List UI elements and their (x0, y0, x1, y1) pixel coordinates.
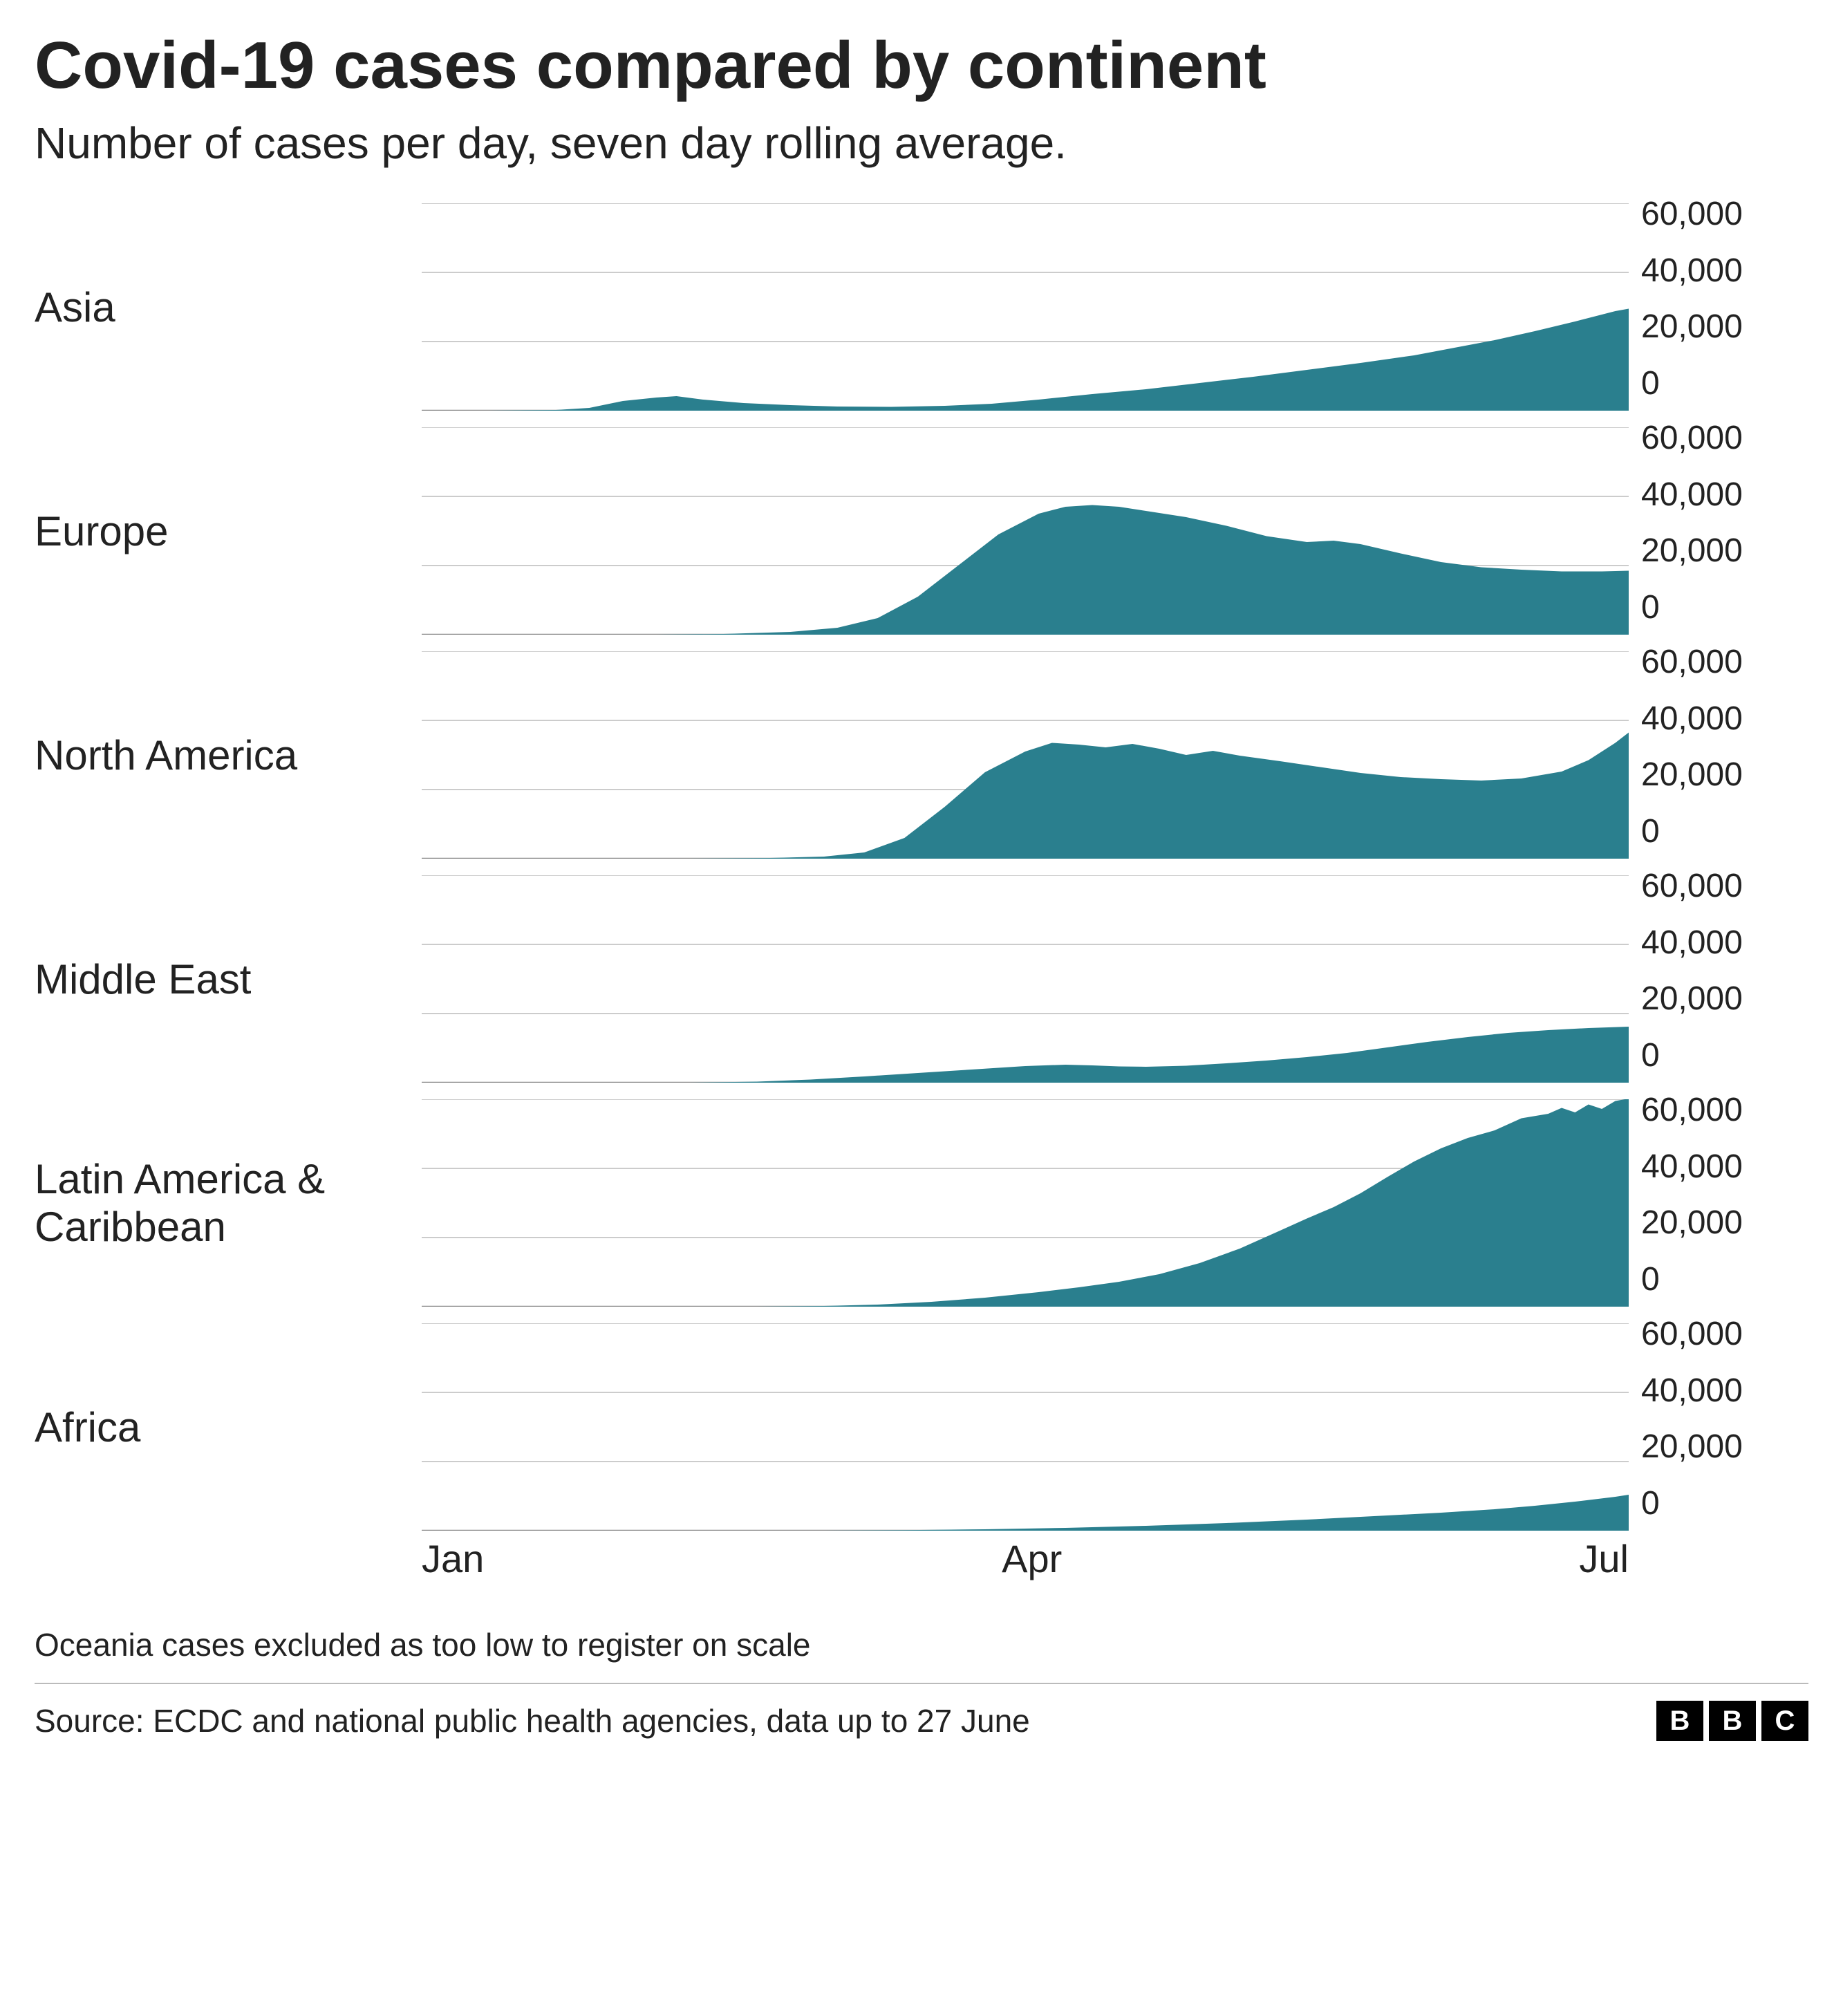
panel-area-chart (422, 427, 1629, 635)
y-tick-label: 60,000 (1641, 419, 1808, 457)
y-tick-label: 20,000 (1641, 756, 1808, 794)
y-tick-label: 0 (1641, 1036, 1808, 1074)
y-tick-label: 20,000 (1641, 308, 1808, 346)
panel-y-labels: 60,000 40,000 20,000 0 (1629, 643, 1808, 850)
y-tick-label: 40,000 (1641, 1372, 1808, 1410)
x-axis: Jan Apr Jul (35, 1536, 1808, 1585)
panel-y-labels: 60,000 40,000 20,000 0 (1629, 867, 1808, 1074)
chart-panel: Latin America & Caribbean 60,00040,00020… (35, 1099, 1808, 1307)
panel-area-chart (422, 1323, 1629, 1531)
y-tick-label: 20,000 (1641, 980, 1808, 1018)
bbc-logo-block: C (1761, 1701, 1808, 1741)
panel-y-labels: 60,000 40,000 20,000 0 (1629, 419, 1808, 626)
panel-y-labels: 60,000 40,000 20,000 0 (1629, 1315, 1808, 1522)
y-tick-label: 40,000 (1641, 252, 1808, 290)
chart-footer: Source: ECDC and national public health … (35, 1683, 1808, 1741)
panel-area-chart (422, 875, 1629, 1083)
y-tick-label: 60,000 (1641, 195, 1808, 233)
panel-label: Asia (35, 283, 422, 331)
y-tick-label: 0 (1641, 588, 1808, 626)
panel-area-chart (422, 203, 1629, 411)
y-tick-label: 60,000 (1641, 1315, 1808, 1353)
chart-panel: Europe 60,00040,00020,0000 (35, 427, 1808, 635)
y-tick-label: 40,000 (1641, 1148, 1808, 1186)
x-tick-label: Apr (1002, 1536, 1062, 1581)
panel-y-labels: 60,000 40,000 20,000 0 (1629, 195, 1808, 402)
y-tick-label: 0 (1641, 364, 1808, 402)
panel-label: Africa (35, 1403, 422, 1451)
bbc-logo-block: B (1709, 1701, 1756, 1741)
panel-label: Europe (35, 507, 422, 555)
y-tick-label: 40,000 (1641, 924, 1808, 962)
chart-panel: Middle East 60,00040,00020,0000 (35, 875, 1808, 1083)
y-tick-label: 20,000 (1641, 1204, 1808, 1242)
panel-area-chart (422, 1099, 1629, 1307)
chart-panel: Asia 60,00040,00020,0000 (35, 203, 1808, 411)
chart-panels: Asia 60,000 40,000 20,000 0 Europe 60,000 40,… (35, 203, 1808, 1531)
y-tick-label: 60,000 (1641, 643, 1808, 681)
panel-label: North America (35, 731, 422, 779)
panel-label: Middle East (35, 955, 422, 1003)
chart-panel: Africa 60,00040,00020,0000 (35, 1323, 1808, 1531)
panel-y-labels: 60,000 40,000 20,000 0 (1629, 1091, 1808, 1298)
y-tick-label: 0 (1641, 1260, 1808, 1298)
y-tick-label: 0 (1641, 1484, 1808, 1522)
chart-subtitle: Number of cases per day, seven day rolli… (35, 118, 1808, 169)
y-tick-label: 20,000 (1641, 1428, 1808, 1466)
y-tick-label: 60,000 (1641, 1091, 1808, 1129)
chart-title: Covid-19 cases compared by continent (35, 28, 1808, 104)
panel-area-chart (422, 651, 1629, 859)
chart-note: Oceania cases excluded as too low to reg… (35, 1626, 1808, 1663)
panel-label: Latin America & Caribbean (35, 1155, 422, 1251)
y-tick-label: 20,000 (1641, 532, 1808, 570)
source-text: Source: ECDC and national public health … (35, 1702, 1030, 1739)
x-tick-label: Jul (1579, 1536, 1629, 1581)
bbc-logo: BBC (1656, 1701, 1808, 1741)
y-tick-label: 60,000 (1641, 867, 1808, 905)
bbc-logo-block: B (1656, 1701, 1703, 1741)
chart-panel: North America 60,00040,00020,0000 (35, 651, 1808, 859)
y-tick-label: 40,000 (1641, 700, 1808, 738)
y-tick-label: 40,000 (1641, 476, 1808, 514)
x-tick-label: Jan (422, 1536, 484, 1581)
y-tick-label: 0 (1641, 812, 1808, 850)
